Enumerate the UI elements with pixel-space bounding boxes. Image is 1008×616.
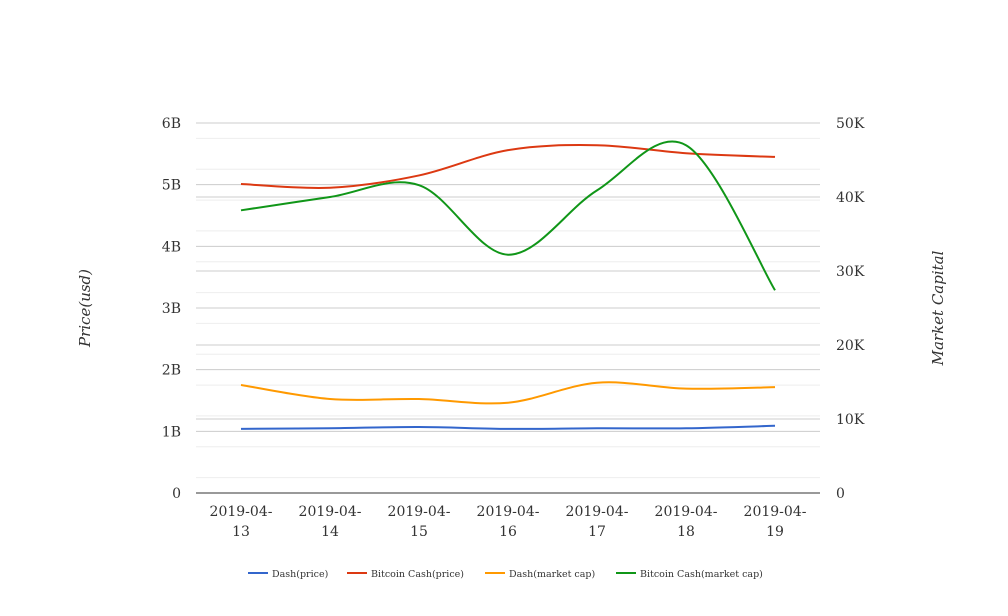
x-tick-label: 15 (410, 524, 428, 540)
y2-tick-label: 20K (836, 338, 865, 354)
legend-label: Bitcoin Cash(market cap) (640, 569, 763, 580)
legend-label: Dash(price) (272, 569, 328, 580)
x-tick-label: 2019-04- (388, 504, 451, 520)
y-tick-label: 0 (172, 486, 181, 502)
y-tick-label: 4B (162, 239, 181, 255)
y-axis-title: Price(usd) (76, 269, 94, 348)
x-tick-label: 2019-04- (566, 504, 629, 520)
series-line-dash-price- (240, 424, 776, 430)
x-tick-label: 2019-04- (299, 504, 362, 520)
y2-tick-label: 50K (836, 116, 865, 132)
x-tick-label: 19 (766, 524, 784, 540)
y-tick-label: 6B (162, 116, 181, 132)
x-tick-label: 2019-04- (210, 504, 273, 520)
x-tick-label: 2019-04- (477, 504, 540, 520)
y2-tick-label: 0 (836, 486, 845, 502)
y2-tick-label: 30K (836, 264, 865, 280)
legend-label: Dash(market cap) (509, 569, 595, 580)
x-tick-label: 18 (677, 524, 695, 540)
y2-tick-label: 40K (836, 190, 865, 206)
x-tick-label: 2019-04- (744, 504, 807, 520)
y-tick-label: 5B (162, 178, 181, 194)
y2-axis-title: Market Capital (929, 250, 947, 366)
series-line-bitcoin-cash-market-cap- (240, 140, 776, 291)
x-tick-label: 14 (321, 524, 339, 540)
y2-tick-label: 10K (836, 412, 865, 428)
x-tick-label: 16 (499, 524, 517, 540)
legend-label: Bitcoin Cash(price) (371, 569, 464, 580)
x-tick-label: 17 (588, 524, 606, 540)
y-tick-label: 2B (162, 363, 181, 379)
x-tick-label: 13 (232, 524, 250, 540)
y-tick-label: 3B (162, 301, 181, 317)
y-tick-label: 1B (162, 424, 181, 440)
x-tick-label: 2019-04- (655, 504, 718, 520)
